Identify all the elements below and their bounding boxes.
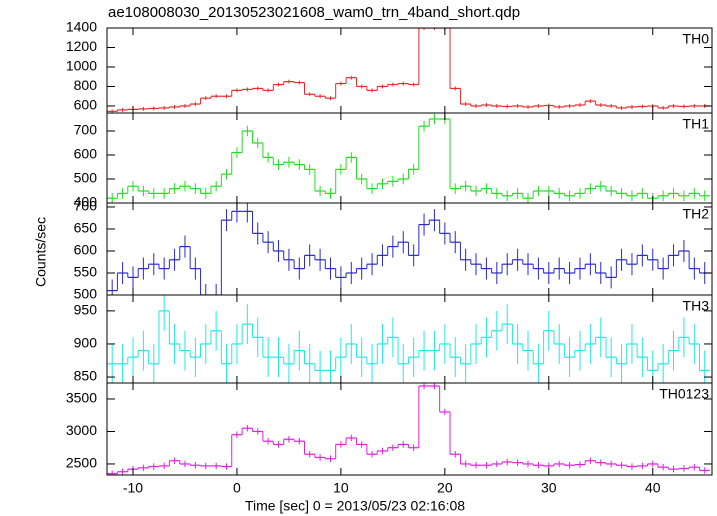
x-tick-label: 0 bbox=[233, 480, 241, 496]
y-tick-label: 850 bbox=[74, 368, 98, 384]
x-tick-label: 40 bbox=[645, 480, 661, 496]
y-tick-label: 1000 bbox=[66, 58, 97, 74]
panel-data bbox=[107, 28, 710, 113]
y-tick-label: 3500 bbox=[66, 390, 97, 406]
y-tick-label: 3000 bbox=[66, 422, 97, 438]
y-tick-label: 700 bbox=[74, 198, 98, 214]
x-tick-label: -10 bbox=[123, 480, 143, 496]
y-tick-label: 500 bbox=[74, 170, 98, 186]
panel-label: TH0 bbox=[683, 31, 710, 47]
x-tick-label: 30 bbox=[541, 480, 557, 496]
panel-label: TH3 bbox=[683, 298, 710, 314]
panel-label: TH1 bbox=[683, 116, 710, 132]
y-tick-label: 550 bbox=[74, 264, 98, 280]
y-tick-label: 600 bbox=[74, 146, 98, 162]
x-tick-label: 10 bbox=[333, 480, 349, 496]
panel-data bbox=[107, 203, 710, 295]
y-tick-label: 400 bbox=[74, 194, 98, 210]
y-tick-label: 900 bbox=[74, 335, 98, 351]
y-tick-label: 600 bbox=[74, 242, 98, 258]
x-axis-label: Time [sec] 0 = 2013/05/23 02:16:08 bbox=[245, 498, 465, 514]
y-tick-label: 1200 bbox=[66, 38, 97, 54]
panel-data bbox=[107, 383, 710, 475]
panel-data bbox=[107, 113, 710, 203]
y-tick-label: 1400 bbox=[66, 19, 97, 35]
y-axis-label: Counts/sec bbox=[33, 217, 49, 287]
panel-label: TH2 bbox=[683, 206, 710, 222]
chart-title: ae108008030_20130523021608_wam0_trn_4ban… bbox=[108, 4, 520, 21]
x-tick-label: 20 bbox=[437, 480, 453, 496]
y-tick-label: 500 bbox=[74, 286, 98, 302]
panel-label: TH0123 bbox=[659, 386, 709, 402]
y-tick-label: 600 bbox=[74, 97, 98, 113]
panel-frame bbox=[106, 27, 713, 114]
y-tick-label: 650 bbox=[74, 220, 98, 236]
panel-frame bbox=[106, 382, 713, 476]
y-tick-label: 950 bbox=[74, 302, 98, 318]
panel-data bbox=[107, 295, 710, 383]
y-tick-label: 2500 bbox=[66, 455, 97, 471]
y-tick-label: 800 bbox=[74, 77, 98, 93]
y-tick-label: 700 bbox=[74, 122, 98, 138]
